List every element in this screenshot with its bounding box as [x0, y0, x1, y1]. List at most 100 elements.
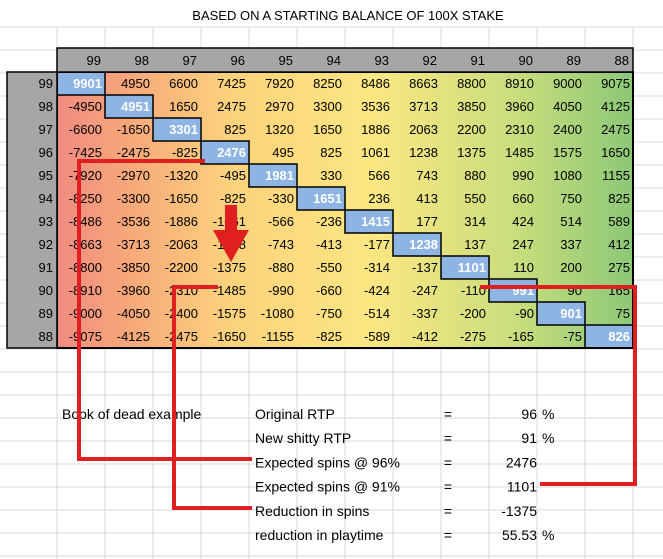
matrix-cell-value: 9075 — [601, 76, 630, 91]
matrix-cell-value: -1886 — [165, 214, 198, 229]
matrix-cell-value: 337 — [560, 237, 582, 252]
summary-value: 91 — [521, 430, 537, 446]
matrix-cell-value: -413 — [316, 237, 342, 252]
matrix-cell-value: 825 — [224, 122, 246, 137]
matrix-cell-value: 1981 — [265, 168, 294, 183]
matrix-cell-value: -314 — [364, 260, 390, 275]
row-header: 97 — [39, 122, 53, 137]
matrix-cell-value: -566 — [268, 214, 294, 229]
summary-value: 2476 — [506, 454, 537, 470]
matrix-cell-value: 1101 — [458, 260, 486, 275]
matrix-cell-value: 1886 — [361, 122, 390, 137]
matrix-cell-value: -4050 — [117, 306, 150, 321]
summary-equals: = — [444, 503, 452, 519]
matrix-cell-value: -137 — [412, 260, 438, 275]
annotation-overlay — [77, 159, 637, 510]
matrix-cell-value: 8486 — [361, 76, 390, 91]
matrix-cell-value: 3850 — [457, 99, 486, 114]
matrix-cell-value: 4950 — [121, 76, 150, 91]
matrix-cell-value: 2200 — [457, 122, 486, 137]
matrix-cell-value: -110 — [461, 283, 486, 298]
diagonal-cell — [248, 163, 298, 188]
column-header: 96 — [231, 53, 245, 68]
matrix-cell-value: -3850 — [117, 260, 150, 275]
matrix-cell-value: -2063 — [165, 237, 198, 252]
matrix-cell-value: -7425 — [69, 145, 102, 160]
diagonal-cell — [488, 278, 538, 303]
matrix-cell-value: -2475 — [117, 145, 150, 160]
matrix-cell-value: -825 — [220, 191, 246, 206]
summary-unit: % — [542, 406, 554, 422]
matrix-cell-value: -4125 — [117, 329, 150, 344]
summary-unit: % — [542, 430, 554, 446]
row-header: 98 — [39, 99, 53, 114]
matrix-cell-value: -660 — [316, 283, 342, 298]
column-header: 88 — [615, 53, 629, 68]
column-header: 98 — [135, 53, 149, 68]
matrix-cell-value: -1650 — [213, 329, 246, 344]
matrix-cell-value: 743 — [416, 168, 438, 183]
summary-value: 1101 — [507, 479, 537, 495]
matrix-cell-value: 412 — [608, 237, 630, 252]
matrix-cell-value: 1650 — [313, 122, 342, 137]
matrix-cell-value: 750 — [560, 191, 582, 206]
matrix-cell-value: 1061 — [361, 145, 390, 160]
matrix-cell-value: 247 — [512, 237, 534, 252]
summary-unit: % — [542, 527, 554, 543]
column-header: 89 — [567, 53, 581, 68]
matrix-cell-value: 1415 — [361, 214, 390, 229]
matrix-cell-value: 8800 — [457, 76, 486, 91]
column-header: 97 — [183, 53, 197, 68]
matrix-cell-value: -825 — [316, 329, 342, 344]
matrix-cell-value: 275 — [608, 260, 630, 275]
row-header: 92 — [39, 237, 53, 252]
matrix-cell-value: 880 — [464, 168, 486, 183]
matrix-cell-value: 901 — [560, 306, 582, 321]
summary-block: Book of dead example Original RTP = 96 % New … — [62, 406, 554, 543]
red-line-expected-96 — [77, 159, 252, 461]
matrix-cell-value: -3960 — [117, 283, 150, 298]
matrix-cell-value: 177 — [416, 214, 438, 229]
diagonal-cell — [392, 232, 442, 257]
summary-label: Expected spins @ 96% — [255, 454, 400, 470]
matrix-cell-value: 566 — [368, 168, 390, 183]
row-header: 95 — [39, 168, 53, 183]
matrix-cell-value: -1155 — [262, 329, 294, 344]
matrix-cell-value: 3960 — [505, 99, 534, 114]
matrix-cell-value: -8663 — [69, 237, 102, 252]
column-header: 92 — [423, 53, 437, 68]
matrix-cell-value: 7920 — [265, 76, 294, 91]
diagonal-cell — [344, 209, 394, 234]
matrix-cell-value: 1320 — [265, 122, 294, 137]
matrix-cell-value: 825 — [320, 145, 342, 160]
matrix-cell-value: -3300 — [117, 191, 150, 206]
matrix-cell-value: -2200 — [165, 260, 198, 275]
matrix-cell-value: -1320 — [165, 168, 198, 183]
matrix-cell-value: 589 — [608, 214, 630, 229]
matrix-cell-value: -8910 — [69, 283, 102, 298]
matrix-cell-value: 3713 — [409, 99, 438, 114]
matrix-cell-value: 1651 — [313, 191, 342, 206]
matrix-cell-value: -275 — [460, 329, 486, 344]
summary-label: New shitty RTP — [255, 430, 351, 446]
matrix-cell-value: 2400 — [553, 122, 582, 137]
matrix-cell-value: 424 — [512, 214, 534, 229]
matrix-cell-value: 2475 — [217, 99, 246, 114]
matrix-cell-value: 137 — [464, 237, 486, 252]
matrix-cell-value: -6600 — [69, 122, 102, 137]
matrix-cell-value: -514 — [364, 306, 390, 321]
matrix-cell-value: 1155 — [602, 168, 630, 183]
matrix-cell-value: -1650 — [117, 122, 150, 137]
matrix-cell-value: -9000 — [69, 306, 102, 321]
row-header: 94 — [39, 191, 53, 206]
matrix-cell-value: -3713 — [117, 237, 150, 252]
matrix-cell-value: 330 — [320, 168, 342, 183]
matrix-cell-value: 8910 — [505, 76, 534, 91]
matrix-cell-value: 6600 — [169, 76, 198, 91]
diagonal-cell — [104, 94, 154, 119]
row-header-band — [6, 71, 58, 349]
row-header: 93 — [39, 214, 53, 229]
matrix-cell-value: -2475 — [165, 329, 198, 344]
diagonal-cell — [296, 186, 346, 211]
